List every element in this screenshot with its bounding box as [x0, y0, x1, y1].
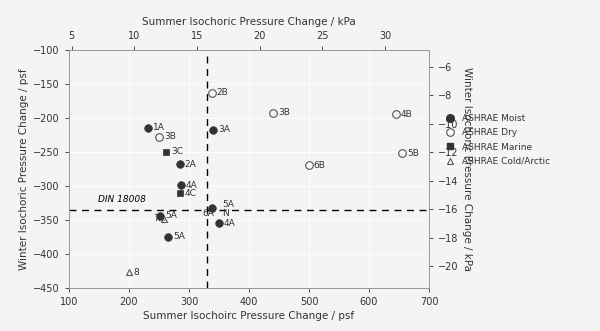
Text: 7A: 7A	[153, 214, 165, 223]
Text: 3B: 3B	[164, 132, 176, 141]
Text: 5B: 5B	[407, 149, 419, 158]
Text: 2B: 2B	[217, 88, 229, 97]
Text: 6B: 6B	[314, 161, 326, 170]
Text: 3C: 3C	[171, 147, 183, 156]
Text: 6A: 6A	[202, 209, 214, 218]
Text: 4A: 4A	[224, 219, 236, 228]
Text: N: N	[223, 209, 229, 217]
Y-axis label: Winter Isochoric Pressure Change / psf: Winter Isochoric Pressure Change / psf	[19, 68, 29, 270]
Text: 4B: 4B	[401, 110, 413, 119]
Text: 5A: 5A	[223, 200, 235, 210]
Text: 8: 8	[134, 268, 140, 277]
X-axis label: Summer Isochoric Pressure Change / kPa: Summer Isochoric Pressure Change / kPa	[142, 17, 356, 27]
X-axis label: Summer Isochoirc Pressure Change / psf: Summer Isochoirc Pressure Change / psf	[143, 311, 355, 321]
Text: 5A: 5A	[165, 211, 177, 220]
Text: DIN 18008: DIN 18008	[98, 195, 146, 204]
Text: 3A: 3A	[218, 125, 230, 134]
Text: 4C: 4C	[185, 189, 197, 198]
Text: 2A: 2A	[185, 160, 197, 168]
Text: 5A: 5A	[173, 232, 185, 241]
Y-axis label: Winter Isochoric Pressure Change / kPa: Winter Isochoric Pressure Change / kPa	[463, 67, 472, 271]
Text: 1A: 1A	[153, 123, 165, 132]
Text: 3B: 3B	[278, 109, 290, 118]
Text: 4A: 4A	[186, 181, 198, 190]
Legend: ASHRAE Moist, ASHRAE Dry, ASHRAE Marine, ASHRAE Cold/Arctic: ASHRAE Moist, ASHRAE Dry, ASHRAE Marine,…	[441, 114, 551, 166]
